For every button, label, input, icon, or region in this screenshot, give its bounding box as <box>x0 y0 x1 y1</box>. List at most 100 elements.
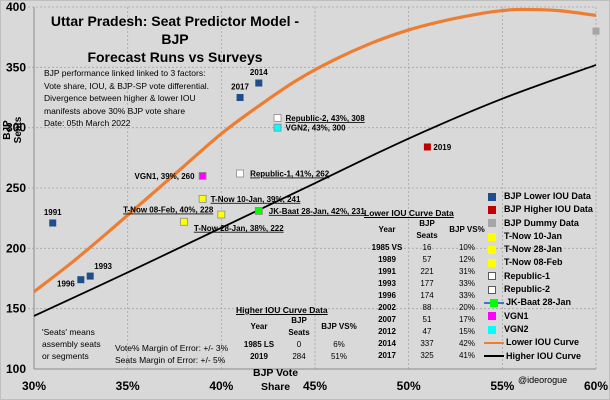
table-row: 2014 337 42% <box>364 338 490 350</box>
axes <box>33 7 596 370</box>
cell-year: 1991 <box>378 267 396 276</box>
description-line: manifests above 30% BJP vote share <box>44 105 186 116</box>
cell-vote-share: 10% <box>458 243 475 252</box>
seats-margin-of-error: Seats Margin of Error: +/- 5% <box>115 355 226 365</box>
legend-line-icon <box>484 299 504 308</box>
legend-marker-icon <box>488 232 496 241</box>
data-label: Republic-1, 41%, 262 <box>250 170 330 179</box>
x-tick-label: 50% <box>397 379 421 393</box>
header-year: Year <box>378 225 396 234</box>
table-row: 1996 174 33% <box>364 290 490 302</box>
cell-year: 2012 <box>378 327 396 336</box>
data-label: 1996 <box>57 280 75 289</box>
data-label: 2017 <box>231 83 249 92</box>
cell-vote-share: 20% <box>458 303 475 312</box>
cell-vote-share: 51% <box>330 352 347 361</box>
y-tick-label: 150 <box>6 302 26 316</box>
legend-line-icon <box>484 341 504 344</box>
cell-vote-share: 42% <box>458 339 475 348</box>
data-point-republic-2 <box>273 114 282 122</box>
legend-label: JK-Baat 28-Jan <box>506 297 572 308</box>
table-row: 1985 LS 0 6% <box>236 339 362 351</box>
x-tick-label: 45% <box>303 379 327 393</box>
legend-item: VGN2 <box>484 323 593 336</box>
table-row: 1991 221 31% <box>364 266 490 278</box>
data-label: 1993 <box>94 262 112 271</box>
legend-item: VGN1 <box>484 310 593 323</box>
cell-year: 1985 VS <box>371 243 403 252</box>
data-label: 2014 <box>250 68 268 77</box>
data-point-bjp-lower-iou-data <box>77 276 85 284</box>
table-row: 2019 284 51% <box>236 351 362 363</box>
cell-seats: 177 <box>420 279 434 288</box>
cell-seats: 221 <box>420 267 434 276</box>
date-label: Date: 05th March 2022 <box>44 118 131 128</box>
higher-iou-data-table: Year BJP Seats BJP VS% 1985 LS 0 6% 2019 284… <box>236 315 362 363</box>
x-tick-label: 55% <box>490 379 514 393</box>
x-axis-label-line: BJP Vote <box>253 367 299 379</box>
legend-line-icon <box>484 354 504 358</box>
legend: BJP Lower IOU Data BJP Higher IOU Data BJP… <box>484 190 593 363</box>
legend-label: Lower IOU Curve <box>506 337 580 348</box>
data-point-bjp-lower-iou-data <box>255 79 263 87</box>
cell-seats: 57 <box>422 255 432 264</box>
legend-label: T-Now 08-Feb <box>504 257 563 268</box>
legend-label: VGN1 <box>504 310 529 321</box>
y-axis-label-line: Seats <box>13 116 24 144</box>
y-tick-label: 250 <box>6 181 26 195</box>
seats-note-line: 'Seats' means <box>42 327 95 337</box>
data-point-t-now-10-jan <box>198 194 207 203</box>
lower-iou-curve <box>33 7 597 294</box>
legend-marker-icon <box>488 259 496 268</box>
legend-item: BJP Higher IOU Data <box>484 203 593 216</box>
data-label: VGN1, 39%, 260 <box>135 172 196 181</box>
y-tick-label: 200 <box>6 241 26 255</box>
legend-marker-icon <box>488 192 496 201</box>
table-row: 2017 325 41% <box>364 350 490 362</box>
cell-seats: 337 <box>420 339 434 348</box>
legend-label: BJP Lower IOU Data <box>504 191 591 201</box>
seats-note-line: assembly seats <box>42 339 101 349</box>
legend-marker-icon <box>488 285 496 294</box>
cell-year: 1989 <box>378 255 396 264</box>
y-tick-label: 400 <box>6 0 26 14</box>
data-label: T-Now 08-Feb, 40%, 228 <box>123 206 214 215</box>
y-tick-label: 300 <box>6 121 26 135</box>
x-axis-label: BJP Vote Share <box>253 366 298 394</box>
table-header-row: Year BJP Seats BJP VS% <box>236 315 362 339</box>
x-tick-label: 40% <box>209 379 233 393</box>
legend-item: T-Now 08-Feb <box>484 256 593 269</box>
y-tick-label: 100 <box>6 362 26 376</box>
data-point-t-now-28-jan <box>179 217 188 226</box>
gridlines <box>28 6 597 369</box>
legend-item: Lower IOU Curve <box>484 336 593 349</box>
data-label: Republic-2, 43%, 308 <box>286 114 366 123</box>
table-row: 1989 57 12% <box>364 254 490 266</box>
table-row: 1993 177 33% <box>364 278 490 290</box>
cell-year: 1993 <box>378 279 396 288</box>
data-point-t-now-08-feb <box>217 210 226 219</box>
table-row: 2002 88 20% <box>364 302 490 314</box>
legend-item: Higher IOU Curve <box>484 350 593 363</box>
cell-vote-share: 6% <box>333 340 345 349</box>
y-axis-label-line: BJP <box>2 120 13 140</box>
y-axis-label: BJP Seats <box>2 100 24 160</box>
legend-label: Higher IOU Curve <box>506 350 582 361</box>
cell-year: 2014 <box>378 339 396 348</box>
legend-marker-icon <box>488 325 496 334</box>
data-point-bjp-higher-iou-data <box>423 143 431 151</box>
legend-item: T-Now 10-Jan <box>484 230 593 243</box>
data-point-republic-1 <box>236 169 244 178</box>
data-label: 1991 <box>44 208 62 217</box>
cell-vote-share: 17% <box>458 315 475 324</box>
cell-year: 2002 <box>378 303 396 312</box>
data-label: T-Now 10-Jan, 39%, 241 <box>211 195 301 204</box>
cell-vote-share: 31% <box>458 267 475 276</box>
cell-seats: 0 <box>296 340 302 349</box>
cell-vote-share: 33% <box>458 291 475 300</box>
margin-of-error: Vote% Margin of Error: +/- 3% Seats Marg… <box>115 342 228 366</box>
legend-marker-icon <box>488 312 496 321</box>
cell-seats: 88 <box>422 303 432 312</box>
legend-marker-icon <box>488 272 496 281</box>
